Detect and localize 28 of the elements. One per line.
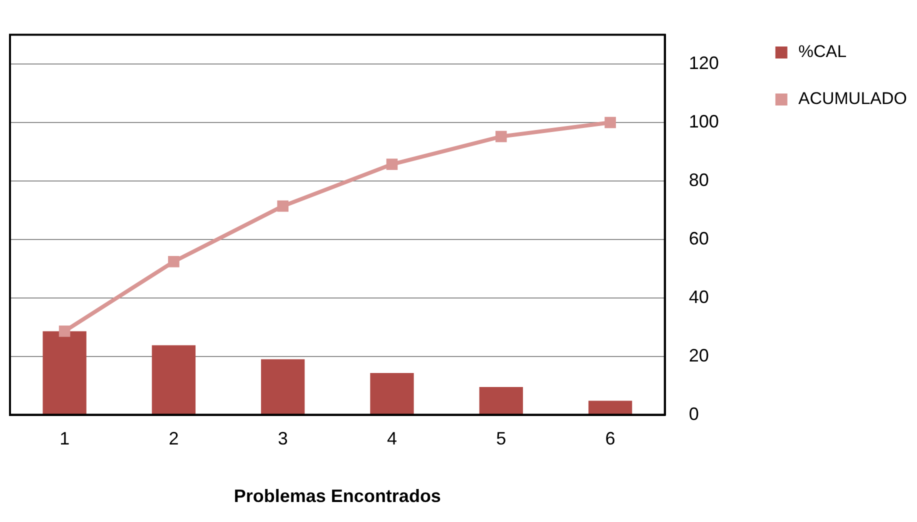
y-tick-label: 60 — [688, 228, 709, 248]
point — [495, 130, 507, 142]
x-tick-label: 4 — [386, 428, 397, 449]
y-tick-label: 0 — [688, 404, 699, 424]
legend-label: ACUMULADO — [798, 89, 907, 108]
y-tick-label: 80 — [688, 170, 709, 190]
point — [58, 326, 70, 337]
y-tick-label: 20 — [688, 345, 709, 366]
x-tick-label: 3 — [278, 428, 288, 449]
y-tick-label: 100 — [688, 111, 719, 132]
bar — [479, 387, 523, 414]
point — [277, 200, 289, 212]
x-tick-label: 6 — [605, 428, 616, 449]
x-tick-label: 1 — [60, 428, 70, 449]
bar — [42, 331, 86, 414]
legend-label: %CAL — [798, 42, 847, 62]
x-axis-title: Problemas Encontrados — [234, 486, 441, 506]
bar — [261, 359, 305, 414]
x-tick-label: 2 — [168, 428, 179, 449]
y-tick-label: 40 — [688, 286, 709, 307]
bar — [152, 345, 196, 414]
point — [604, 116, 616, 128]
x-tick-label: 5 — [496, 428, 506, 449]
y-tick-label: 120 — [688, 53, 719, 73]
point — [168, 256, 180, 268]
bar — [370, 373, 414, 414]
bar — [588, 400, 632, 414]
point — [386, 158, 398, 170]
